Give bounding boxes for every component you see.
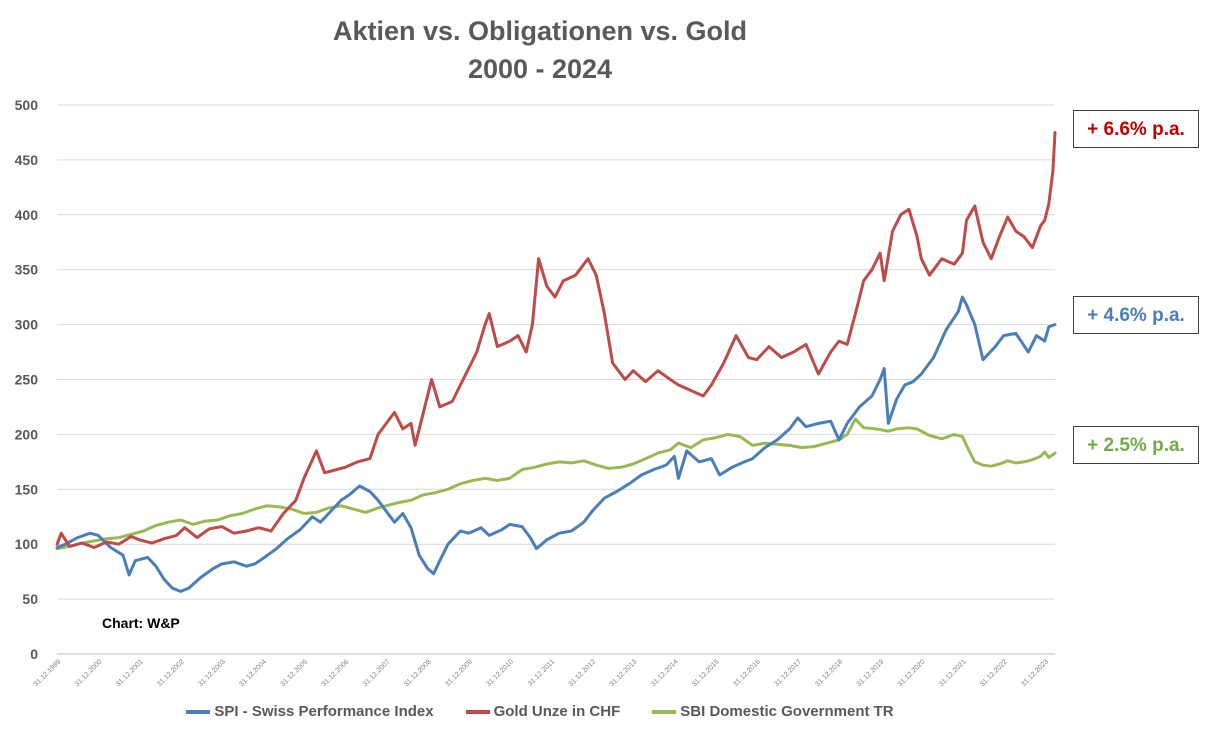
y-tick-label: 100: [15, 536, 39, 552]
x-tick-label: 31.12.2000: [74, 658, 104, 688]
y-tick-label: 50: [22, 591, 38, 607]
y-tick-label: 250: [15, 372, 39, 388]
legend-label-sbi: SBI Domestic Government TR: [680, 703, 894, 720]
x-tick-label: 31.12.1999: [33, 658, 63, 688]
legend-swatch-gold: [465, 709, 490, 714]
x-tick-label: 31.12.2018: [815, 658, 845, 688]
y-tick-label: 300: [15, 317, 39, 333]
y-tick-label: 150: [15, 481, 39, 497]
chart-title-line2: 2000 - 2024: [467, 54, 613, 84]
y-tick-label: 0: [30, 646, 38, 662]
legend-swatch-spi: [186, 709, 211, 714]
sbi-return-annotation: + 2.5% p.a.: [1073, 426, 1199, 464]
x-tick-label: 31.12.2013: [609, 658, 639, 688]
x-tick-label: 31.12.2019: [856, 658, 886, 688]
legend-item-spi: SPI - Swiss Performance Index: [186, 703, 434, 720]
y-tick-label: 200: [15, 426, 39, 442]
x-tick-label: 31.12.2011: [527, 658, 556, 687]
legend-label-gold: Gold Unze in CHF: [493, 703, 621, 720]
y-tick-label: 400: [15, 207, 39, 223]
y-tick-label: 500: [15, 97, 39, 113]
x-tick-label: 31.12.2023: [1020, 658, 1050, 688]
x-tick-label: 31.12.2022: [979, 658, 1009, 688]
x-tick-label: 31.12.2004: [238, 658, 268, 688]
sbi-line: [55, 417, 1057, 551]
x-tick-label: 31.12.2015: [691, 658, 721, 688]
chart-title-line1: Aktien vs. Obligationen vs. Gold: [332, 16, 748, 46]
gold-return-annotation: + 6.6% p.a.: [1073, 110, 1199, 148]
x-tick-label: 31.12.2009: [444, 658, 474, 688]
x-tick-label: 31.12.2002: [156, 658, 186, 688]
legend-swatch-sbi: [652, 709, 677, 714]
x-tick-label: 31.12.2020: [897, 658, 927, 688]
legend-item-sbi: SBI Domestic Government TR: [652, 703, 894, 720]
gold-line: [55, 131, 1057, 549]
spi-line: [55, 295, 1057, 593]
x-tick-label: 31.12.2001: [115, 658, 145, 688]
legend-label-spi: SPI - Swiss Performance Index: [214, 703, 434, 720]
x-tick-label: 31.12.2012: [568, 658, 598, 688]
x-tick-label: 31.12.2016: [732, 658, 762, 688]
chart-source-label: Chart: W&P: [102, 615, 180, 631]
x-tick-label: 31.12.2014: [650, 658, 680, 688]
y-tick-label: 450: [15, 152, 39, 168]
x-tick-label: 31.12.2003: [197, 658, 227, 688]
x-tick-label: 31.12.2010: [485, 658, 515, 688]
x-tick-label: 31.12.2007: [362, 658, 392, 688]
y-tick-label: 350: [15, 262, 39, 278]
x-tick-label: 31.12.2021: [938, 658, 968, 688]
x-tick-label: 31.12.2006: [321, 658, 351, 688]
x-tick-label: 31.12.2017: [773, 658, 803, 688]
x-tick-label: 31.12.2008: [403, 658, 433, 688]
chart-legend: SPI - Swiss Performance Index Gold Unze …: [0, 703, 1080, 720]
x-tick-label: 31.12.2005: [280, 658, 310, 688]
legend-item-gold: Gold Unze in CHF: [465, 703, 621, 720]
spi-return-annotation: + 4.6% p.a.: [1073, 296, 1199, 334]
